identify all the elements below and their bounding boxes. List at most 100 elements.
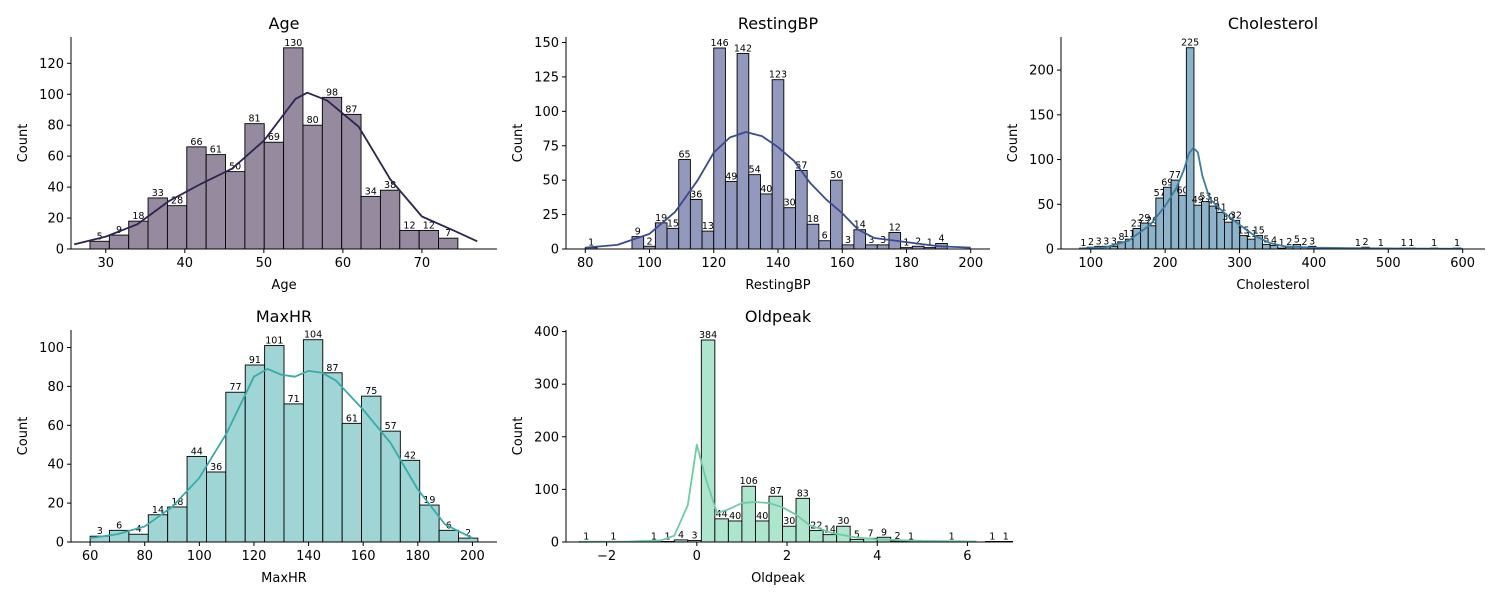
- bar-value-label: 87: [326, 363, 338, 374]
- y-tick-label: 60: [47, 419, 64, 434]
- bar-value-label: 14: [152, 505, 164, 516]
- x-tick-label: 160: [351, 549, 376, 564]
- bar-value-label: 1: [664, 531, 670, 542]
- bar-value-label: 2: [465, 528, 471, 539]
- x-axis-label: Age: [271, 278, 296, 293]
- bar-value-label: 15: [667, 218, 679, 229]
- y-axis-label: Count: [16, 124, 31, 163]
- x-tick-label: 200: [958, 256, 983, 271]
- bar-value-label: 1: [651, 531, 657, 542]
- bar-value-label: 4: [136, 524, 142, 535]
- bar-value-label: 54: [749, 165, 761, 176]
- histogram-bar: [399, 229, 420, 250]
- x-tick-label: 50: [256, 256, 273, 271]
- bar-value-label: 53: [1199, 192, 1211, 203]
- histogram-bar: [1155, 197, 1164, 250]
- bar-value-label: 130: [284, 38, 302, 49]
- bar-value-label: 29: [1138, 213, 1150, 224]
- y-tick-label: 0: [56, 536, 64, 551]
- bar-value-label: 38: [384, 180, 396, 191]
- x-tick-label: 400: [1301, 256, 1326, 271]
- y-tick-label: 20: [47, 212, 64, 227]
- y-tick-label: 400: [534, 325, 559, 340]
- bar-value-label: 1: [1408, 238, 1414, 249]
- y-tick-label: 100: [534, 105, 559, 120]
- bar-value-label: 2: [1362, 237, 1368, 248]
- y-tick-label: 300: [534, 378, 559, 393]
- bar-value-label: 28: [171, 196, 183, 207]
- x-tick-label: 100: [637, 256, 662, 271]
- histogram-bar: [379, 189, 401, 250]
- bar-value-label: 14: [824, 525, 836, 536]
- y-axis-label: Count: [511, 417, 526, 456]
- bar-value-label: 19: [655, 213, 667, 224]
- bar-value-label: 1: [1355, 238, 1361, 249]
- bar-value-label: 77: [1169, 170, 1181, 181]
- histogram-bar: [147, 514, 169, 543]
- chart-title: RestingBP: [738, 14, 819, 33]
- bar-value-label: 19: [423, 495, 435, 506]
- histogram-bar: [998, 541, 1014, 543]
- x-tick-label: 40: [177, 256, 194, 271]
- bar-value-label: 4: [938, 233, 944, 244]
- bar-value-label: 1: [908, 531, 914, 542]
- bar-value-label: 8: [1119, 232, 1125, 243]
- histogram-bar: [360, 195, 381, 250]
- bar-value-label: 91: [249, 355, 261, 366]
- histogram-bar: [128, 220, 149, 250]
- histogram-bar: [700, 339, 716, 543]
- bar-value-label: 13: [702, 221, 714, 232]
- bar-value-label: 42: [404, 450, 416, 461]
- x-tick-label: 60: [82, 549, 99, 564]
- x-tick-label: 6: [963, 549, 971, 564]
- histogram-bar: [1224, 221, 1233, 250]
- histogram-bar: [244, 364, 266, 543]
- histogram-bar: [736, 53, 750, 250]
- x-tick-label: 120: [701, 256, 726, 271]
- kde-curve: [73, 91, 478, 246]
- x-axis-label: Cholesterol: [1236, 278, 1309, 293]
- bar-value-label: 2: [1088, 237, 1094, 248]
- bar-value-label: 11: [1245, 229, 1257, 240]
- y-tick-label: 100: [39, 88, 64, 103]
- bar-value-label: 11: [1123, 229, 1135, 240]
- bar-value-label: 44: [191, 446, 203, 457]
- bar-value-label: 98: [326, 87, 338, 98]
- y-tick-label: 20: [47, 497, 64, 512]
- histogram-bar: [1147, 225, 1157, 250]
- histogram-bar: [689, 198, 703, 250]
- x-tick-label: 60: [335, 256, 352, 271]
- histogram-bar: [741, 485, 756, 543]
- bar-value-label: 1: [1454, 238, 1460, 249]
- bar-value-label: 22: [810, 520, 822, 531]
- bar-value-label: 3: [1309, 236, 1315, 247]
- histogram-bar: [205, 154, 226, 250]
- bar-value-label: 5: [1263, 235, 1269, 246]
- histogram-bar: [108, 234, 130, 250]
- bar-value-label: 75: [365, 386, 377, 397]
- histogram-bar: [666, 227, 680, 250]
- bar-value-label: 3: [1096, 236, 1102, 247]
- x-tick-label: 180: [894, 256, 919, 271]
- y-tick-label: 25: [542, 208, 559, 223]
- bar-value-label: 1: [1431, 238, 1437, 249]
- x-tick-label: 160: [830, 256, 855, 271]
- bar-value-label: 18: [807, 214, 819, 225]
- bar-value-label: 1: [949, 531, 955, 542]
- x-tick-label: 600: [1450, 256, 1475, 271]
- x-axis-label: RestingBP: [745, 278, 810, 293]
- bar-value-label: 6: [822, 231, 828, 242]
- histogram-bar: [89, 240, 110, 250]
- histogram-bar: [1201, 201, 1210, 250]
- x-tick-label: 200: [460, 549, 485, 564]
- histogram-bar: [1178, 194, 1187, 250]
- histogram-bar: [783, 207, 796, 250]
- bar-value-label: 69: [1161, 177, 1173, 188]
- y-axis-label: Count: [1006, 124, 1021, 163]
- x-tick-label: 140: [766, 256, 791, 271]
- histogram-bar: [321, 96, 343, 250]
- bar-value-label: 4: [678, 530, 684, 541]
- histogram-bar: [822, 534, 838, 543]
- histogram-bar: [167, 506, 188, 543]
- histogram-bar: [341, 113, 362, 250]
